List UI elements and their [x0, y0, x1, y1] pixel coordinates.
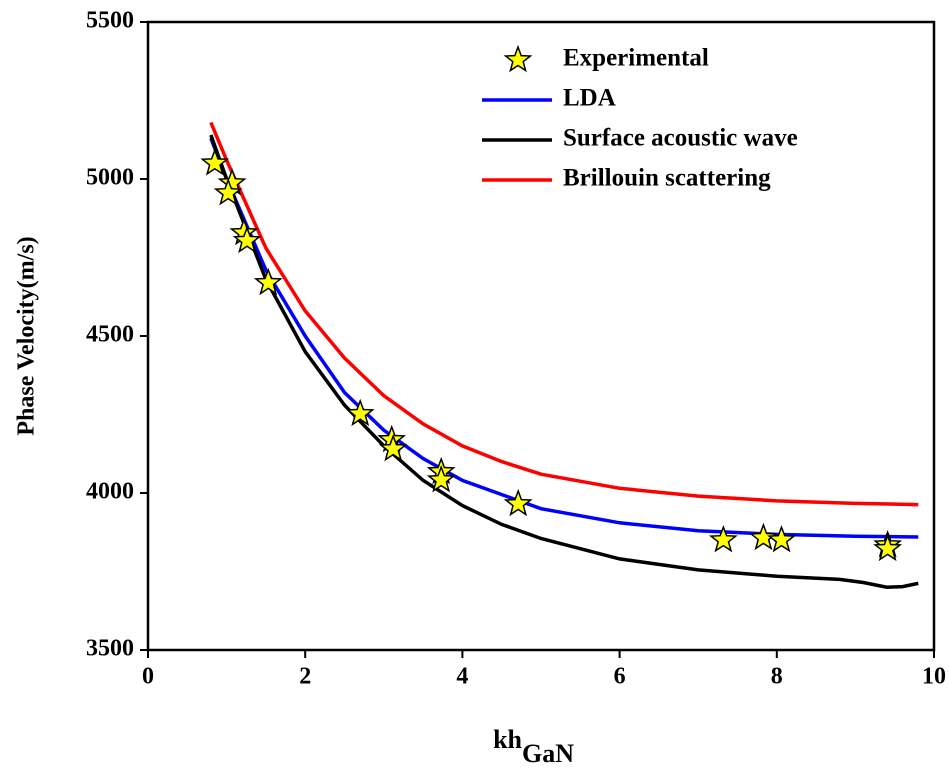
star-marker: [253, 267, 283, 296]
x-tick-label: 6: [614, 664, 626, 690]
y-tick-label: 4500: [86, 322, 134, 348]
y-tick-label: 5000: [86, 165, 134, 191]
star-marker: [200, 148, 230, 176]
star-marker: [767, 524, 796, 553]
y-tick-label: 4000: [86, 479, 134, 505]
x-tick-label: 10: [922, 664, 946, 690]
plot-frame: [146, 20, 936, 652]
series-line: [209, 134, 919, 589]
legend-marker: [503, 44, 533, 73]
legend-label: Experimental: [563, 45, 709, 72]
legend-label: LDA: [563, 85, 616, 112]
star-marker: [708, 524, 738, 553]
x-tick-label: 8: [771, 664, 783, 690]
x-tick-label: 0: [142, 664, 154, 690]
star-marker: [378, 433, 408, 462]
x-axis-label-subscript: GaN: [522, 739, 574, 768]
star-marker: [503, 488, 533, 517]
y-axis-label: Phase Velocity(m/s): [14, 236, 40, 435]
star-marker: [232, 225, 262, 254]
legend-label: Surface acoustic wave: [563, 125, 798, 152]
legend-label: Brillouin scattering: [563, 165, 771, 192]
y-tick-label: 5500: [86, 8, 134, 34]
star-marker: [345, 398, 375, 427]
x-axis-label: kh: [493, 725, 522, 754]
star-marker: [213, 177, 243, 206]
star-marker: [749, 522, 778, 551]
series-line: [209, 121, 919, 507]
star-marker: [426, 464, 456, 493]
x-tick-label: 2: [299, 664, 311, 690]
star-marker: [873, 533, 903, 562]
x-tick-label: 4: [456, 664, 468, 690]
y-tick-label: 3500: [86, 636, 134, 662]
